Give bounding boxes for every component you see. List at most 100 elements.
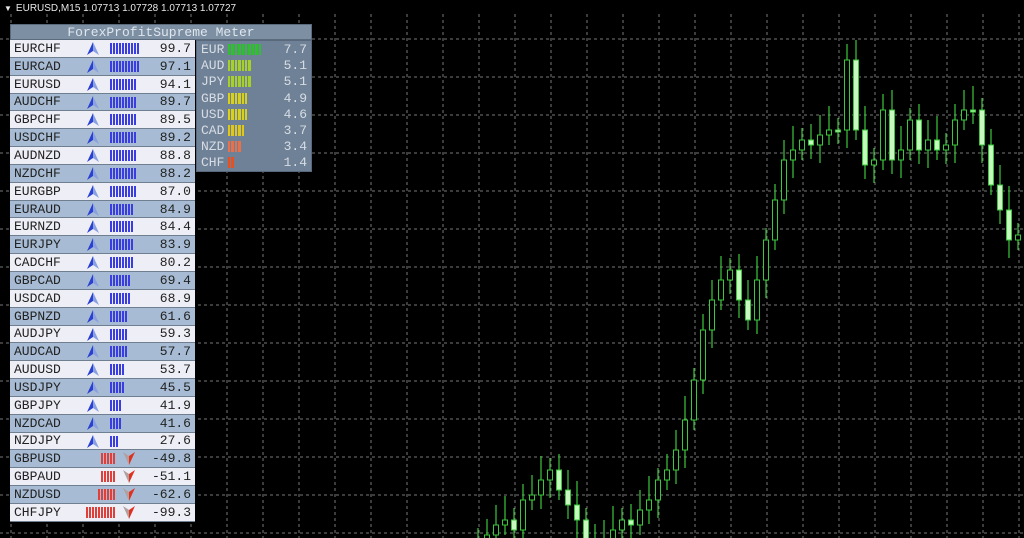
pair-value: 41.9 bbox=[159, 397, 191, 413]
candle-body bbox=[835, 129, 841, 133]
pair-name: AUDJPY bbox=[14, 326, 61, 342]
pair-value: 84.9 bbox=[159, 201, 191, 217]
pair-row: AUDCAD 57.7 bbox=[10, 343, 195, 362]
pair-name: EURCHF bbox=[14, 40, 61, 56]
candle-body bbox=[745, 299, 751, 321]
candle-body bbox=[880, 109, 886, 161]
strength-bars bbox=[110, 274, 130, 286]
currency-name: USD bbox=[201, 106, 225, 122]
candle-body bbox=[610, 529, 616, 538]
strength-bars bbox=[98, 489, 115, 501]
pair-value: 69.4 bbox=[159, 272, 191, 288]
pair-name: GBPCHF bbox=[14, 112, 61, 128]
candle-body bbox=[997, 184, 1003, 211]
pair-value: 87.0 bbox=[159, 183, 191, 199]
arrow-up-icon bbox=[87, 202, 99, 216]
arrow-up-icon bbox=[87, 42, 99, 55]
pair-value: 97.1 bbox=[159, 58, 191, 74]
arrow-down-icon bbox=[123, 470, 135, 484]
pair-value: 27.6 bbox=[159, 433, 191, 449]
currency-value: 3.7 bbox=[283, 122, 307, 138]
pair-name: EURCAD bbox=[14, 58, 61, 74]
strength-bars bbox=[110, 60, 139, 72]
arrow-up-icon bbox=[87, 381, 99, 395]
pair-row: AUDCHF 89.7 bbox=[10, 93, 195, 112]
currency-value: 4.9 bbox=[283, 90, 307, 106]
symbol-quote: EURUSD,M15 1.07713 1.07728 1.07713 1.077… bbox=[15, 3, 237, 14]
candle-body bbox=[1015, 234, 1021, 241]
candle-body bbox=[727, 269, 733, 281]
arrow-up-icon bbox=[87, 398, 99, 412]
pair-row: EURJPY 83.9 bbox=[10, 236, 195, 255]
pair-name: AUDCAD bbox=[14, 344, 61, 360]
pair-row: NZDJPY 27.6 bbox=[10, 432, 195, 451]
candle-body bbox=[871, 159, 877, 166]
pair-row: AUDJPY 59.3 bbox=[10, 325, 195, 344]
pair-name: CADCHF bbox=[14, 255, 61, 271]
pair-name: EURJPY bbox=[14, 237, 61, 253]
pair-row: GBPCHF 89.5 bbox=[10, 111, 195, 130]
candle-body bbox=[898, 149, 904, 161]
candle-body bbox=[934, 139, 940, 151]
arrow-up-icon bbox=[87, 59, 99, 73]
pair-row: USDCHF 89.2 bbox=[10, 129, 195, 148]
strength-bars bbox=[110, 310, 127, 322]
candle-body bbox=[637, 509, 643, 526]
chart-title: ▼ EURUSD,M15 1.07713 1.07728 1.07713 1.07… bbox=[4, 3, 236, 14]
pair-value: 68.9 bbox=[159, 290, 191, 306]
currency-value: 3.4 bbox=[283, 139, 307, 155]
arrow-up-icon bbox=[87, 184, 99, 198]
pair-name: EURGBP bbox=[14, 183, 61, 199]
candle-body bbox=[502, 519, 508, 526]
pair-row: EURCAD 97.1 bbox=[10, 57, 195, 76]
pair-value: 94.1 bbox=[159, 76, 191, 92]
strength-bars bbox=[110, 132, 136, 144]
pair-value: 80.2 bbox=[159, 255, 191, 271]
pair-value: -49.8 bbox=[151, 451, 191, 467]
strength-bars bbox=[110, 257, 133, 269]
candle-body bbox=[538, 479, 544, 496]
pair-value: -51.1 bbox=[151, 469, 191, 485]
strength-bars bbox=[110, 417, 121, 429]
currency-name: CHF bbox=[201, 155, 225, 171]
pair-row: EURGBP 87.0 bbox=[10, 182, 195, 201]
pair-name: NZDJPY bbox=[14, 433, 61, 449]
candle-body bbox=[691, 379, 697, 421]
pair-name: AUDUSD bbox=[14, 362, 61, 378]
candle-body bbox=[961, 109, 967, 121]
currency-bars bbox=[228, 157, 234, 169]
candle-body bbox=[646, 499, 652, 511]
dropdown-icon[interactable]: ▼ bbox=[4, 4, 12, 13]
arrow-up-icon bbox=[87, 77, 99, 91]
currency-row: EUR 7.7 bbox=[197, 41, 311, 57]
pair-value: 99.7 bbox=[159, 40, 191, 56]
pair-name: EURAUD bbox=[14, 201, 61, 217]
arrow-up-icon bbox=[87, 113, 99, 127]
arrow-down-icon bbox=[123, 452, 135, 466]
candle-body bbox=[511, 519, 517, 531]
pair-row: EURCHF 99.7 bbox=[10, 40, 195, 58]
currency-row: USD 4.6 bbox=[197, 106, 311, 122]
arrow-up-icon bbox=[87, 434, 99, 448]
pair-name: GBPUSD bbox=[14, 451, 61, 467]
candle-body bbox=[925, 139, 931, 151]
arrow-up-icon bbox=[87, 238, 99, 252]
pair-row: NZDCHF 88.2 bbox=[10, 164, 195, 183]
arrow-up-icon bbox=[87, 220, 99, 234]
pair-name: AUDCHF bbox=[14, 94, 61, 110]
strength-bars bbox=[110, 43, 139, 54]
pair-value: 89.7 bbox=[159, 94, 191, 110]
arrow-up-icon bbox=[87, 256, 99, 270]
candle-body bbox=[889, 109, 895, 161]
strength-bars bbox=[110, 185, 136, 197]
candle-body bbox=[718, 279, 724, 301]
currency-row: CHF 1.4 bbox=[197, 154, 311, 170]
currency-bars bbox=[228, 124, 244, 136]
strength-bars bbox=[110, 150, 136, 162]
candle-body bbox=[853, 59, 859, 131]
candle-body bbox=[988, 144, 994, 186]
pair-row: CADCHF 80.2 bbox=[10, 254, 195, 272]
currency-row: AUD 5.1 bbox=[197, 57, 311, 73]
pair-value: 41.6 bbox=[159, 415, 191, 431]
